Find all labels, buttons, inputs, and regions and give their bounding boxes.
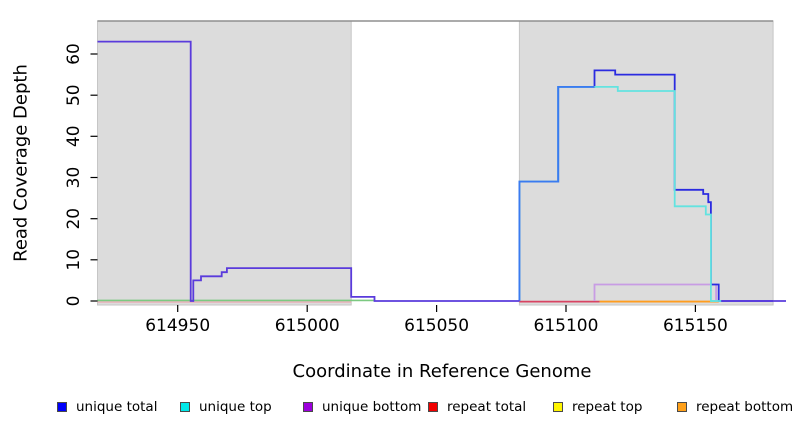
blue-purple-overlap-left — [97, 40, 520, 302]
x-axis-title: Coordinate in Reference Genome — [292, 361, 592, 382]
x-tick-label: 614950 — [145, 316, 210, 336]
y-tick-label: 60 — [64, 43, 84, 65]
x-tick-label: 615000 — [275, 316, 340, 336]
y-tick-label: 20 — [64, 208, 84, 230]
y-tick-label: 50 — [64, 84, 84, 106]
x-tick-label: 615150 — [663, 316, 728, 336]
y-tick-label: 40 — [64, 125, 84, 147]
left-alignment-block — [97, 20, 352, 306]
y-tick-label: 10 — [64, 249, 84, 271]
blue-cyan-overlap — [518, 86, 595, 301]
x-tick-label: 615100 — [534, 316, 599, 336]
y-tick-label: 30 — [64, 167, 84, 189]
y-axis-title: Read Coverage Depth — [10, 64, 32, 262]
y-tick-label: 0 — [64, 296, 84, 307]
x-tick-label: 615050 — [404, 316, 469, 336]
